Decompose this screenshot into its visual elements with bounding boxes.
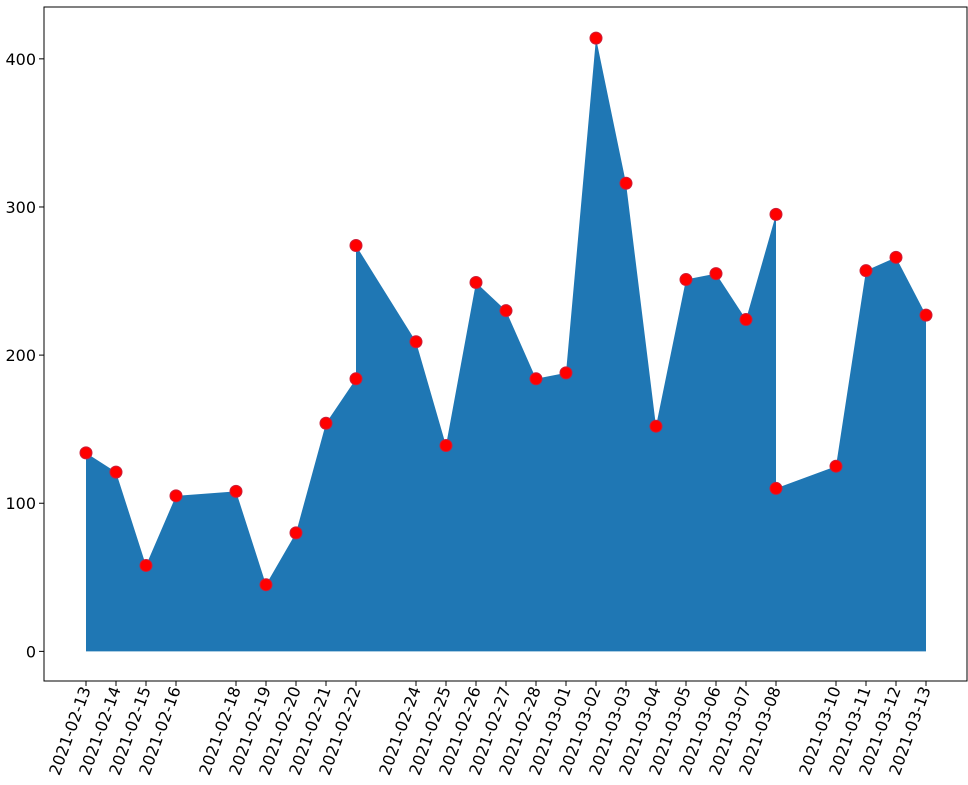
data-point xyxy=(229,484,243,498)
y-tick-label: 200 xyxy=(5,346,36,365)
data-point xyxy=(769,207,783,221)
data-point xyxy=(679,273,693,287)
data-point xyxy=(259,578,273,592)
data-point xyxy=(409,335,423,349)
data-point xyxy=(109,465,123,479)
data-point xyxy=(349,372,363,386)
data-point xyxy=(319,416,333,430)
data-point xyxy=(649,419,663,433)
data-point xyxy=(289,526,303,540)
data-point xyxy=(769,481,783,495)
data-point xyxy=(439,438,453,452)
data-point xyxy=(559,366,573,380)
data-markers xyxy=(79,31,933,592)
data-point xyxy=(169,489,183,503)
data-point xyxy=(79,446,93,460)
data-point xyxy=(739,313,753,327)
data-point xyxy=(709,267,723,281)
area-fill-layer xyxy=(86,38,926,652)
data-point xyxy=(469,276,483,290)
data-point xyxy=(349,238,363,252)
y-tick-label: 100 xyxy=(5,494,36,513)
data-point xyxy=(529,372,543,386)
area-fill xyxy=(86,38,926,652)
data-point xyxy=(919,308,933,322)
data-point xyxy=(139,558,153,572)
y-tick-label: 0 xyxy=(26,642,36,661)
y-axis: 0 100 200 300 400 xyxy=(5,50,44,661)
data-point xyxy=(589,31,603,45)
data-point xyxy=(859,264,873,278)
data-point xyxy=(499,304,513,318)
y-tick-label: 300 xyxy=(5,198,36,217)
y-tick-label: 400 xyxy=(5,50,36,69)
x-axis: 2021-02-132021-02-142021-02-152021-02-16… xyxy=(45,681,935,778)
data-point xyxy=(829,459,843,473)
data-point xyxy=(619,176,633,190)
data-point xyxy=(889,250,903,264)
